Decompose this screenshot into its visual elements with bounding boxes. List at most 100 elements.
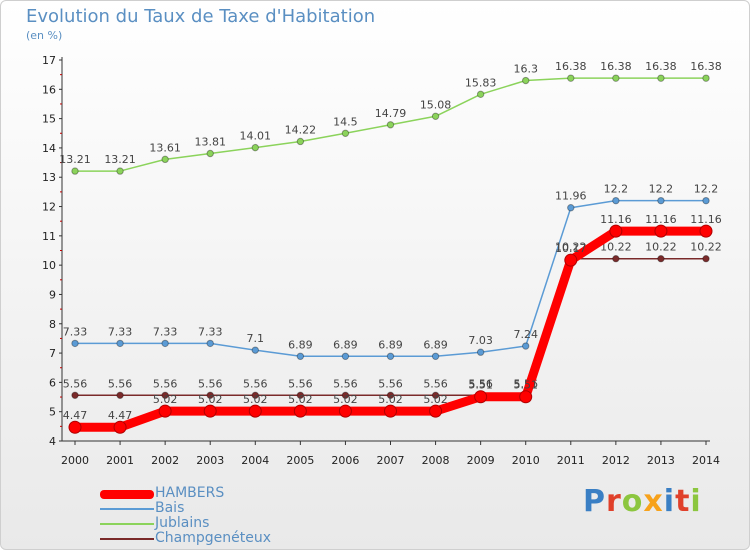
x-tick-label: 2007 (377, 454, 405, 467)
data-point-jublains (71, 167, 79, 175)
logo-letter: P (583, 484, 606, 519)
data-label-hambers: 5.02 (333, 393, 358, 406)
data-point-jublains (161, 155, 169, 164)
data-point-champgen-teux (251, 391, 259, 399)
data-point-bais (702, 196, 710, 205)
data-label-bais: 7.1 (247, 332, 265, 345)
data-label-bais: 12.2 (604, 183, 629, 196)
data-point-champgen-teux (702, 255, 710, 263)
data-point-champgen-teux (296, 391, 305, 399)
legend-swatch-hambers (100, 490, 154, 499)
data-point-hambers (293, 404, 307, 418)
y-tick-label: 5 (49, 406, 56, 419)
logo-letter: o (621, 484, 644, 519)
data-label-hambers: 5.02 (243, 393, 268, 406)
data-label-champgen-teux: 5.56 (198, 377, 223, 390)
y-tick-label: 9 (49, 288, 56, 301)
data-label-champgen-teux: 5.56 (108, 377, 133, 390)
data-label-hambers: 4.47 (63, 409, 88, 422)
x-tick-label: 2002 (151, 454, 179, 467)
x-tick-label: 2012 (602, 454, 630, 467)
data-label-champgen-teux: 10.22 (690, 241, 722, 254)
x-tick-label: 2013 (647, 454, 675, 467)
y-tick-label: 8 (49, 318, 56, 331)
data-label-bais: 7.33 (63, 325, 88, 338)
data-label-bais: 6.89 (333, 338, 358, 351)
data-label-jublains: 14.01 (240, 130, 272, 143)
data-point-champgen-teux (206, 391, 214, 399)
data-point-jublains (702, 74, 710, 82)
data-point-hambers (113, 420, 127, 434)
data-label-jublains: 14.22 (285, 123, 317, 136)
legend-label-jublains: Jublains (155, 515, 210, 531)
data-label-champgen-teux: 5.56 (63, 377, 88, 390)
x-tick-label: 2014 (692, 454, 720, 467)
data-point-hambers (519, 390, 533, 404)
y-tick-label: 4 (49, 435, 56, 448)
data-label-jublains: 14.79 (375, 107, 407, 120)
data-point-jublains (612, 74, 620, 82)
legend-label-bais: Bais (155, 500, 185, 516)
data-point-champgen-teux (116, 391, 124, 399)
data-point-bais (161, 339, 169, 348)
data-point-jublains (657, 74, 665, 82)
data-label-hambers: 5.02 (288, 393, 313, 406)
data-point-jublains (116, 167, 124, 175)
data-point-bais (386, 352, 395, 361)
data-point-bais (476, 348, 485, 356)
y-tick-label: 12 (42, 201, 56, 214)
data-point-bais (116, 339, 124, 348)
data-point-bais (296, 352, 305, 361)
data-point-jublains (567, 74, 575, 82)
y-tick-label: 13 (42, 171, 56, 184)
data-label-bais: 6.89 (378, 338, 403, 351)
y-tick-label: 15 (42, 113, 56, 126)
x-tick-label: 2005 (286, 454, 314, 467)
data-point-champgen-teux (71, 391, 79, 399)
x-tick-label: 2006 (331, 454, 359, 467)
data-label-bais: 11.96 (555, 190, 587, 203)
data-label-hambers: 11.16 (690, 213, 722, 226)
chart-title: Evolution du Taux de Taxe d'Habitation (26, 6, 376, 27)
data-label-jublains: 13.21 (104, 153, 136, 166)
data-label-bais: 7.24 (513, 328, 538, 341)
data-label-champgen-teux: 5.56 (288, 377, 313, 390)
y-tick-label: 11 (42, 230, 56, 243)
proxiti-logo: Proxiti (583, 484, 702, 519)
data-point-jublains (341, 129, 350, 137)
data-label-hambers: 5.02 (423, 393, 448, 406)
data-label-jublains: 16.38 (645, 60, 677, 73)
data-point-jublains (296, 137, 305, 146)
x-tick-label: 2004 (241, 454, 269, 467)
data-label-jublains: 13.61 (149, 141, 181, 154)
data-point-bais (71, 339, 79, 348)
data-point-champgen-teux (386, 391, 395, 399)
data-point-hambers (564, 253, 578, 267)
data-point-bais (206, 339, 214, 348)
data-label-bais: 7.33 (153, 325, 178, 338)
chart-subtitle: (en %) (26, 29, 63, 42)
data-label-hambers: 5.51 (468, 379, 493, 392)
data-point-jublains (251, 143, 259, 152)
data-label-hambers: 10.17 (555, 242, 587, 255)
y-tick-label: 7 (49, 347, 56, 360)
data-label-hambers: 5.02 (153, 393, 178, 406)
data-point-hambers (474, 390, 488, 404)
data-label-champgen-teux: 10.22 (645, 241, 677, 254)
data-point-bais (612, 196, 620, 205)
data-label-bais: 6.89 (423, 338, 448, 351)
logo-letter: i (690, 484, 702, 519)
data-point-jublains (386, 121, 395, 129)
data-point-champgen-teux (431, 391, 440, 399)
data-label-champgen-teux: 5.56 (153, 377, 178, 390)
data-point-hambers (609, 224, 623, 238)
data-point-champgen-teux (161, 391, 169, 399)
data-label-champgen-teux: 5.56 (423, 377, 448, 390)
data-label-champgen-teux: 5.56 (243, 377, 268, 390)
data-label-bais: 6.89 (288, 338, 313, 351)
data-point-jublains (206, 149, 214, 158)
logo-letter: i (663, 484, 676, 519)
x-tick-label: 2003 (196, 454, 224, 467)
data-point-champgen-teux (612, 255, 620, 263)
